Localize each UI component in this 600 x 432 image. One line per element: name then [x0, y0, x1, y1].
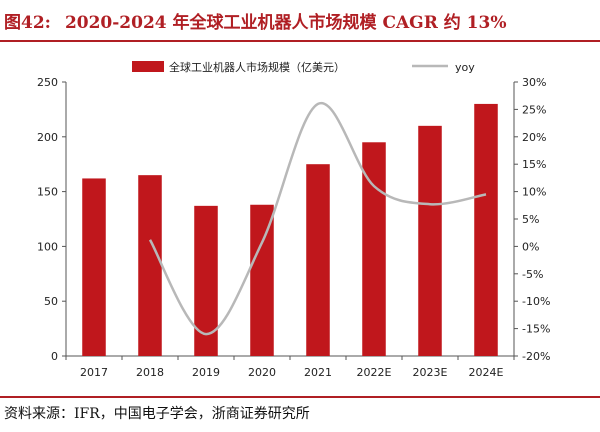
- x-tick-label: 2021: [304, 366, 332, 379]
- legend-label-bar: 全球工业机器人市场规模（亿美元）: [169, 60, 345, 74]
- y-right-tick-label: -15%: [522, 323, 550, 336]
- y-right-tick-label: 5%: [522, 213, 539, 226]
- x-tick-label: 2023E: [413, 366, 448, 379]
- y-left-tick-label: 50: [44, 295, 58, 308]
- bar-series: [82, 103, 498, 356]
- y-right-tick-label: -10%: [522, 295, 550, 308]
- bar: [362, 142, 386, 356]
- bar: [306, 164, 330, 356]
- y-left-tick-label: 200: [37, 131, 58, 144]
- legend: 全球工业机器人市场规模（亿美元） yoy: [132, 60, 475, 74]
- x-tick-label: 2020: [248, 366, 276, 379]
- x-tick-label: 2017: [80, 366, 108, 379]
- y-right-tick-label: 30%: [522, 76, 546, 89]
- chart-title-text: 2020-2024 年全球工业机器人市场规模 CAGR 约 13%: [64, 13, 507, 33]
- title-divider: [0, 40, 600, 42]
- figure-label: 图42:: [4, 13, 51, 33]
- y-right-tick-label: 10%: [522, 186, 546, 199]
- x-tick-label: 2018: [136, 366, 164, 379]
- bar: [418, 125, 442, 356]
- source-note: 资料来源：IFR，中国电子学会，浙商证券研究所: [4, 406, 310, 422]
- footer-divider: [0, 396, 600, 398]
- y-right-tick-label: 25%: [522, 103, 546, 116]
- bar: [138, 175, 162, 356]
- line-series: [148, 102, 487, 336]
- y-right-tick-label: 20%: [522, 131, 546, 144]
- y-right-tick-label: -20%: [522, 350, 550, 363]
- bar: [82, 178, 106, 356]
- legend-swatch-bar: [132, 61, 164, 72]
- y-right-tick-label: 15%: [522, 158, 546, 171]
- bar: [250, 204, 274, 356]
- x-tick-label: 2022E: [357, 366, 392, 379]
- chart-axes: 0 50 100 150 200 250 -20% -15% -10% -5% 0% 5% 10% 15%…: [37, 76, 550, 379]
- x-tick-label: 2019: [192, 366, 220, 379]
- legend-label-line: yoy: [455, 61, 475, 74]
- y-right-tick-label: -5%: [522, 268, 543, 281]
- x-tick-label: 2024E: [469, 366, 504, 379]
- y-right-tick-label: 0%: [522, 240, 539, 253]
- chart-title: 图42: 2020-2024 年全球工业机器人市场规模 CAGR 约 13%: [4, 8, 596, 33]
- combo-chart: 0 50 100 150 200 250 -20% -15% -10% -5% 0% 5% 10% 15%…: [37, 60, 550, 379]
- bar: [194, 205, 218, 356]
- y-left-tick-label: 0: [51, 350, 58, 363]
- bar: [474, 103, 498, 356]
- y-left-tick-label: 250: [37, 76, 58, 89]
- y-left-tick-label: 150: [37, 186, 58, 199]
- y-left-tick-label: 100: [37, 240, 58, 253]
- yoy-line: [148, 102, 487, 336]
